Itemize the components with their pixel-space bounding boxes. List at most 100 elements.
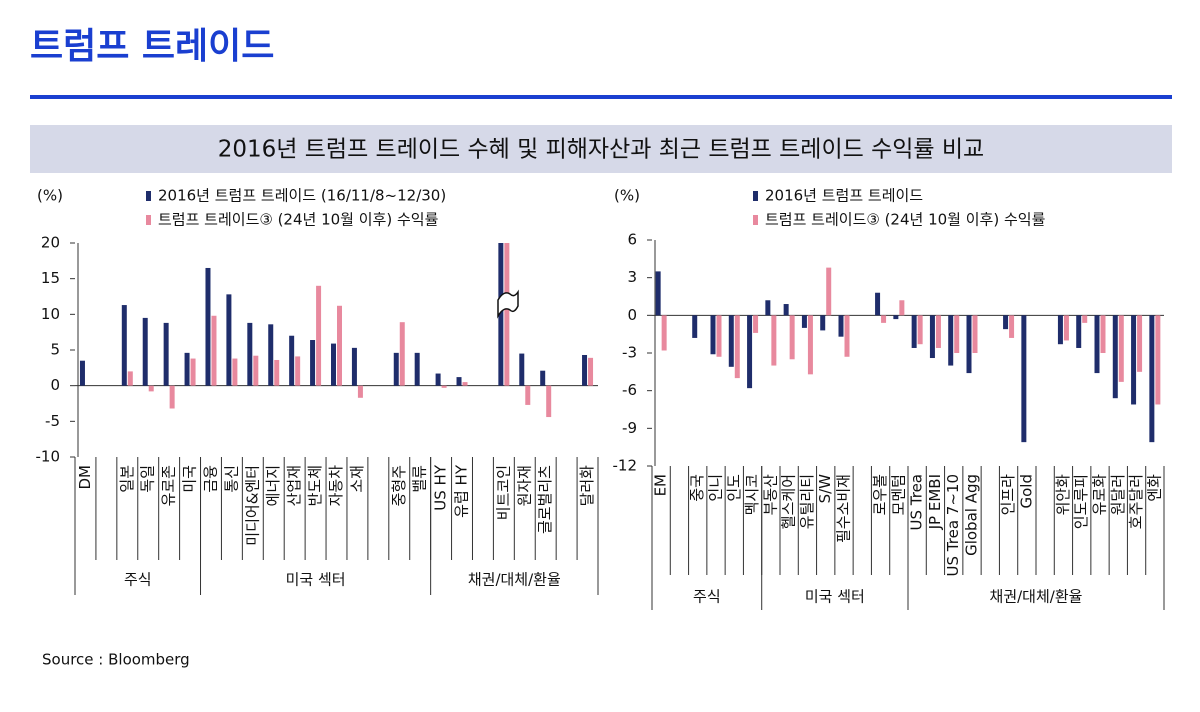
x-tick-label: 달러화	[578, 465, 596, 507]
bar	[274, 359, 280, 386]
bar	[917, 315, 923, 345]
x-tick-label: 인도루피	[1072, 474, 1090, 529]
x-tick-label: 중국	[688, 474, 706, 502]
x-tick-label: 호주달러	[1127, 474, 1145, 529]
y-tick-label: 0	[627, 306, 637, 324]
y-tick-label: -3	[622, 344, 637, 362]
x-tick-label: 인도	[725, 474, 743, 502]
x-tick-label: 글로벌리츠	[536, 465, 554, 534]
bar	[226, 294, 232, 386]
y-tick-label: 3	[627, 268, 637, 286]
x-tick-label: 헬스케어	[780, 474, 798, 529]
group-label: 주식	[693, 588, 721, 606]
bar	[801, 315, 807, 328]
y-tick-label: 6	[627, 231, 637, 249]
x-tick-label: US Trea	[908, 474, 926, 530]
y-tick-label: 15	[41, 269, 60, 287]
x-tick-label: 인프라	[999, 474, 1017, 516]
group-label: 채권/대체/환율	[468, 571, 561, 589]
bar	[1003, 315, 1009, 330]
bar	[716, 315, 722, 357]
bar	[972, 315, 978, 353]
x-tick-label: 밸류	[411, 465, 429, 493]
legend-swatch	[146, 191, 151, 201]
x-tick-label: 금융	[201, 465, 219, 493]
bar	[935, 315, 941, 348]
bar	[546, 385, 552, 418]
bar	[519, 353, 525, 386]
y-tick-label: -9	[622, 419, 637, 437]
x-tick-label: 에너지	[264, 465, 282, 506]
bar	[1155, 315, 1161, 405]
bar	[1057, 315, 1063, 345]
bar	[1112, 315, 1118, 399]
bar	[414, 352, 420, 386]
bar	[844, 315, 850, 357]
bar	[753, 315, 759, 333]
bar	[893, 315, 899, 320]
bar	[525, 385, 531, 405]
y-tick-label: -12	[613, 457, 638, 475]
x-tick-label: 유로존	[160, 465, 178, 507]
bar	[289, 335, 295, 386]
x-tick-label: 위안화	[1054, 474, 1072, 516]
group-label: 채권/대체/환율	[990, 588, 1083, 606]
x-tick-label: 필수소비재	[835, 474, 853, 543]
bar	[148, 385, 154, 392]
bar	[331, 343, 336, 386]
x-tick-label: JP EMBI	[926, 474, 944, 530]
x-tick-label: 인니	[707, 474, 725, 502]
bar	[190, 358, 196, 386]
bar	[1100, 315, 1106, 353]
bar	[1076, 315, 1082, 348]
x-tick-label: Global Agg	[963, 474, 981, 556]
bar	[79, 360, 85, 386]
bar	[1094, 315, 1100, 374]
axis-break	[497, 289, 519, 319]
title-rule	[30, 95, 1172, 99]
bar	[661, 315, 667, 351]
bar	[838, 315, 844, 337]
legend-swatch	[753, 191, 758, 201]
subtitle-band	[30, 125, 1172, 173]
group-label: 미국 섹터	[286, 571, 346, 589]
bar	[393, 352, 399, 386]
bar	[807, 315, 813, 375]
bar	[1009, 315, 1015, 338]
bar	[1137, 315, 1143, 372]
y-tick-label: 10	[41, 305, 60, 323]
x-tick-label: 엔화	[1145, 474, 1163, 502]
bar	[351, 347, 357, 386]
bar	[1082, 315, 1088, 323]
y-tick-label: 20	[41, 234, 60, 252]
bar	[954, 315, 960, 353]
source: Source : Bloomberg	[42, 651, 190, 669]
bar	[456, 377, 462, 386]
bar	[295, 356, 301, 386]
bar	[462, 382, 468, 386]
bar	[582, 354, 588, 386]
bar	[247, 322, 253, 386]
bar	[929, 315, 935, 359]
bar	[253, 355, 259, 386]
legend-label: 2016년 트럼프 트레이드 (16/11/8~12/30)	[158, 187, 446, 205]
bar	[826, 267, 832, 316]
x-tick-label: 소재	[348, 465, 366, 493]
bar	[163, 322, 169, 386]
y-axis-unit: (%)	[37, 187, 63, 205]
legend-label: 트럼프 트레이드③ (24년 10월 이후) 수익률	[765, 211, 1046, 229]
x-tick-label: 원자재	[515, 465, 533, 506]
y-tick-label: -6	[622, 381, 637, 399]
x-tick-label: 로우볼	[871, 474, 889, 515]
group-label: 주식	[124, 571, 152, 589]
x-tick-label: Gold	[1017, 474, 1035, 509]
x-tick-label: 유럽 HY	[453, 464, 471, 518]
bar	[1118, 315, 1124, 382]
x-tick-label: US Trea 7~10	[944, 474, 962, 576]
bar	[765, 300, 771, 316]
legend-label: 2016년 트럼프 트레이드	[765, 187, 923, 205]
bar	[881, 315, 887, 323]
bar	[710, 315, 716, 355]
x-tick-label: 독일	[139, 465, 157, 493]
x-tick-label: 산업재	[285, 465, 303, 506]
